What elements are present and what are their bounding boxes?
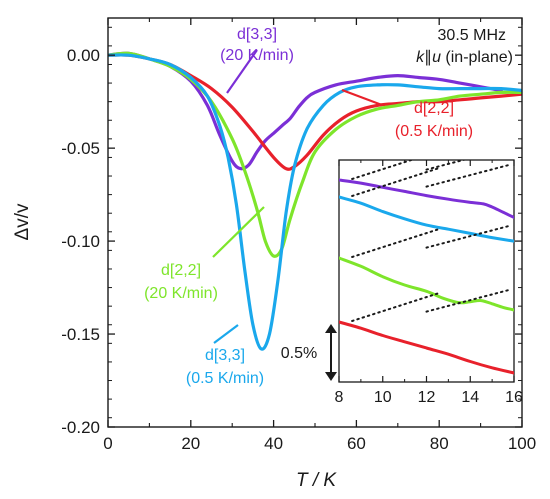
- label-d22-05-line1: d[2,2]: [414, 100, 454, 117]
- label-d22-20-line1: d[2,2]: [161, 262, 201, 279]
- x-tick-label: 60: [347, 434, 366, 453]
- x-tick-label: 100: [508, 434, 536, 453]
- leader-d22-05: [341, 88, 383, 107]
- inset-fit-low-d22_05: [351, 291, 441, 322]
- inset-fit-high-d22_20: [425, 224, 511, 249]
- series-annotations: d[3,3] (20 K/min) d[2,2] (0.5 K/min) d[2…: [144, 26, 473, 387]
- x-tick-label: 0: [103, 434, 112, 453]
- label-d22-20-line2: (20 K/min): [144, 285, 218, 302]
- y-axis-label: Δv/v: [12, 203, 33, 240]
- x-tick-label: 20: [181, 434, 200, 453]
- leader-d33-05: [213, 324, 239, 344]
- scale-bar-arrow-down: [325, 372, 337, 381]
- inset-series-line-d33_05: [339, 195, 514, 243]
- inset-axis-ticks: 8 10 12 14 16: [335, 160, 523, 406]
- y-tick-label: -0.05: [61, 139, 100, 158]
- inset-x-tick-label: 8: [335, 389, 344, 406]
- leader-d33-20: [226, 49, 258, 94]
- inset-fit-low-d33_20: [351, 160, 415, 180]
- series-line-d33_20: [108, 51, 503, 171]
- leader-d22-20: [212, 206, 265, 258]
- inset-series-line-d22_05: [339, 320, 514, 375]
- inset-fit-low-d22_20: [351, 227, 441, 258]
- orientation-label: k∥u (in-plane): [416, 49, 513, 66]
- inset-fit-high-d22_05: [425, 288, 511, 313]
- series-line-d33_05: [108, 53, 522, 351]
- label-d33-20-line1: d[3,3]: [237, 26, 277, 43]
- main-axis-ticks: 0 20 40 60 80 100 0.00 -0.05 -0.10 -0.15 -0.20: [61, 18, 536, 453]
- y-tick-label: -0.20: [61, 418, 100, 437]
- inset-series-line-d33_20: [339, 178, 514, 219]
- label-d33-05-line2: (0.5 K/min): [186, 370, 264, 387]
- x-axis-label: T / K: [296, 470, 337, 491]
- inset-fit-low-d33_05: [351, 166, 441, 197]
- inset-x-tick-label: 16: [505, 389, 523, 406]
- scale-bar-arrow-up: [325, 324, 337, 333]
- x-tick-label: 80: [430, 434, 449, 453]
- frequency-label: 30.5 MHz: [438, 27, 506, 44]
- inset-series-layer: [339, 160, 514, 375]
- inset-series-line-d22_20: [339, 256, 514, 312]
- label-d22-05-line2: (0.5 K/min): [395, 123, 473, 140]
- x-tick-label: 40: [264, 434, 283, 453]
- y-tick-label: -0.10: [61, 232, 100, 251]
- label-d33-20-line2: (20 K/min): [220, 47, 294, 64]
- inset-x-tick-label: 14: [461, 389, 479, 406]
- inset-fit-high-d33_05: [425, 163, 511, 188]
- y-tick-label: -0.15: [61, 325, 100, 344]
- inset-scale-bar: 0.5%: [281, 324, 337, 381]
- inset-x-tick-label: 12: [418, 389, 436, 406]
- label-d33-05-line1: d[3,3]: [205, 347, 245, 364]
- scale-bar-label: 0.5%: [281, 345, 317, 362]
- y-tick-label: 0.00: [67, 46, 100, 65]
- inset-x-tick-label: 10: [374, 389, 392, 406]
- main-series-layer: [108, 51, 522, 351]
